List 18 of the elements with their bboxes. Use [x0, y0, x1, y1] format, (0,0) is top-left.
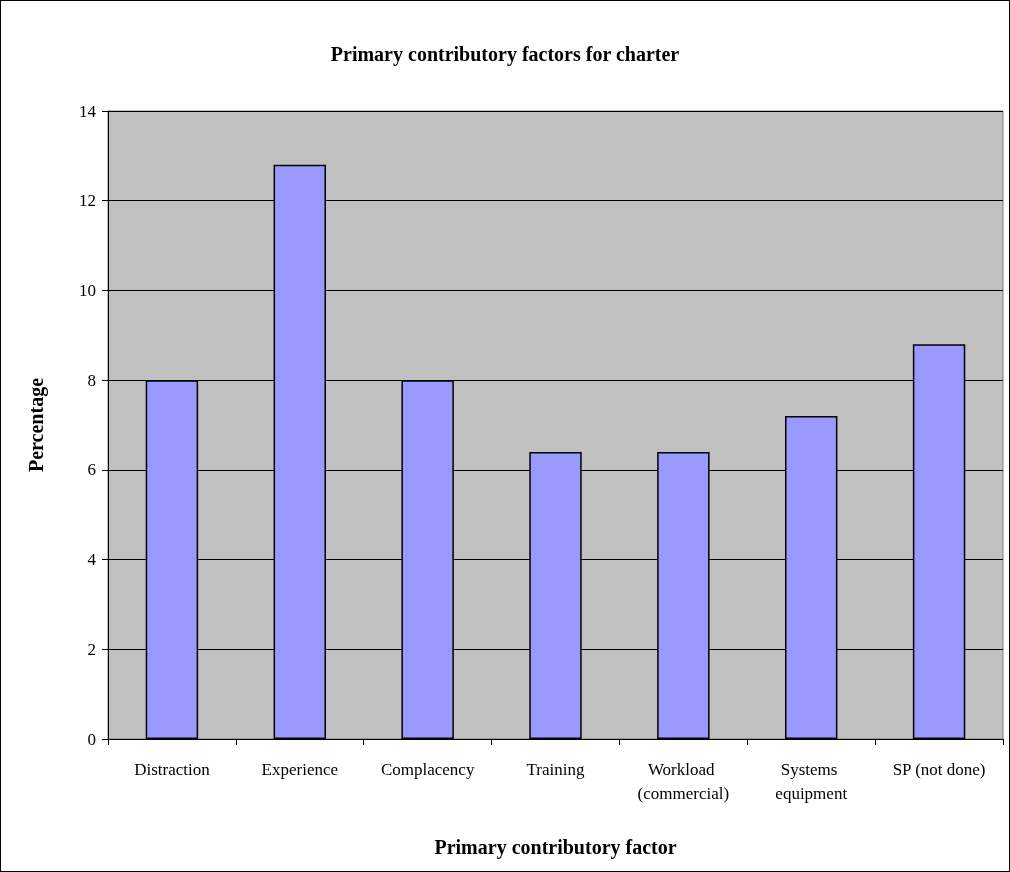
x-tick-label: Training [526, 759, 585, 779]
y-tick-label: 8 [87, 370, 96, 390]
x-tick-label: SP (not done) [892, 759, 986, 779]
x-tick-label: Complacency [380, 759, 475, 779]
y-tick-label: 2 [87, 639, 96, 659]
y-axis-title: Percentage [25, 377, 48, 473]
x-tick-label: Systems equipment [775, 759, 848, 803]
x-tick-label: Distraction [134, 759, 211, 779]
x-tick-label: Experience [261, 759, 339, 779]
chart-title: Primary contributory factors for charter [330, 43, 680, 66]
y-tick-label: 10 [79, 280, 96, 300]
y-tick-label: 6 [87, 460, 96, 480]
y-tick-label: 12 [79, 191, 96, 211]
y-tick-label: 14 [79, 101, 97, 121]
y-tick-label: 4 [87, 550, 97, 570]
y-tick-label: 0 [87, 729, 96, 749]
x-tick-label: Workload (commercial) [637, 759, 730, 803]
x-axis-title: Primary contributory factor [434, 836, 677, 859]
